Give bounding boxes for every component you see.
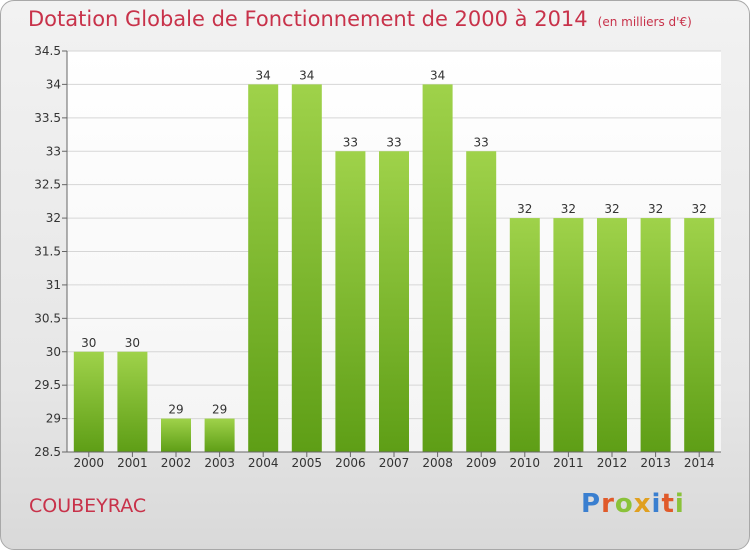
y-tick-label: 30 bbox=[46, 345, 61, 359]
bar-value-label: 30 bbox=[81, 336, 96, 350]
x-tick-label: 2005 bbox=[292, 456, 323, 470]
bar bbox=[379, 151, 409, 452]
y-tick-label: 29.5 bbox=[34, 378, 61, 392]
y-tick-label: 32.5 bbox=[34, 178, 61, 192]
bar bbox=[509, 218, 540, 452]
bar-value-label: 33 bbox=[386, 135, 401, 149]
bar bbox=[422, 84, 453, 453]
bar bbox=[291, 84, 322, 453]
bar-value-label: 33 bbox=[474, 135, 489, 149]
x-tick-label: 2001 bbox=[117, 456, 148, 470]
logo-letter: i bbox=[651, 489, 662, 519]
y-tick-label: 33.5 bbox=[34, 111, 61, 125]
y-tick-label: 34.5 bbox=[34, 44, 61, 58]
chart-title-text: Dotation Globale de Fonctionnement de 20… bbox=[28, 7, 588, 31]
y-tick-label: 31 bbox=[46, 278, 61, 292]
x-tick-label: 2008 bbox=[422, 456, 453, 470]
x-tick-label: 2004 bbox=[248, 456, 279, 470]
bar bbox=[335, 151, 366, 452]
chart-subtitle: (en milliers d'€) bbox=[597, 15, 692, 29]
x-tick-label: 2006 bbox=[335, 456, 366, 470]
chart-title: Dotation Globale de Fonctionnement de 20… bbox=[28, 7, 692, 31]
x-tick-label: 2003 bbox=[204, 456, 235, 470]
logo-letter: P bbox=[581, 489, 602, 519]
bar bbox=[684, 218, 715, 452]
bar-value-label: 32 bbox=[517, 202, 532, 216]
y-tick-label: 29 bbox=[46, 412, 61, 426]
bar bbox=[248, 84, 279, 453]
x-tick-label: 2013 bbox=[640, 456, 671, 470]
logo-letter: o bbox=[614, 489, 634, 519]
y-tick-label: 28.5 bbox=[34, 445, 61, 459]
bar-value-label: 33 bbox=[343, 135, 358, 149]
bar-value-label: 34 bbox=[256, 68, 271, 82]
commune-name: COUBEYRAC bbox=[29, 495, 147, 517]
y-tick-label: 33 bbox=[46, 144, 61, 158]
x-tick-label: 2014 bbox=[684, 456, 715, 470]
bar-value-label: 32 bbox=[604, 202, 619, 216]
bar-value-label: 29 bbox=[168, 403, 183, 417]
x-tick-label: 2011 bbox=[553, 456, 584, 470]
y-tick-label: 30.5 bbox=[34, 311, 61, 325]
bar bbox=[553, 218, 584, 452]
x-tick-label: 2007 bbox=[379, 456, 410, 470]
x-tick-label: 2012 bbox=[597, 456, 628, 470]
bar bbox=[117, 351, 148, 452]
bar bbox=[466, 151, 497, 452]
y-tick-label: 31.5 bbox=[34, 245, 61, 259]
x-tick-label: 2010 bbox=[510, 456, 541, 470]
bar-value-label: 30 bbox=[125, 336, 140, 350]
bar bbox=[597, 218, 627, 452]
bar-value-label: 32 bbox=[561, 202, 576, 216]
proxiti-logo: Proxiti bbox=[581, 489, 685, 519]
bar-value-label: 32 bbox=[648, 202, 663, 216]
bar bbox=[640, 218, 671, 452]
x-tick-label: 2002 bbox=[161, 456, 192, 470]
bar-value-label: 34 bbox=[299, 68, 314, 82]
logo-letter: r bbox=[601, 489, 615, 519]
bar bbox=[161, 418, 191, 452]
logo-letter: t bbox=[661, 489, 675, 519]
bar-value-label: 32 bbox=[692, 202, 707, 216]
logo-letter: i bbox=[674, 489, 685, 519]
bar-value-label: 29 bbox=[212, 403, 227, 417]
y-tick-label: 34 bbox=[46, 77, 61, 91]
y-tick-label: 32 bbox=[46, 211, 61, 225]
bar bbox=[204, 418, 235, 452]
logo-letter: x bbox=[633, 489, 652, 519]
bar-value-label: 34 bbox=[430, 68, 445, 82]
x-tick-label: 2000 bbox=[74, 456, 105, 470]
bar bbox=[73, 351, 104, 452]
x-tick-label: 2009 bbox=[466, 456, 497, 470]
